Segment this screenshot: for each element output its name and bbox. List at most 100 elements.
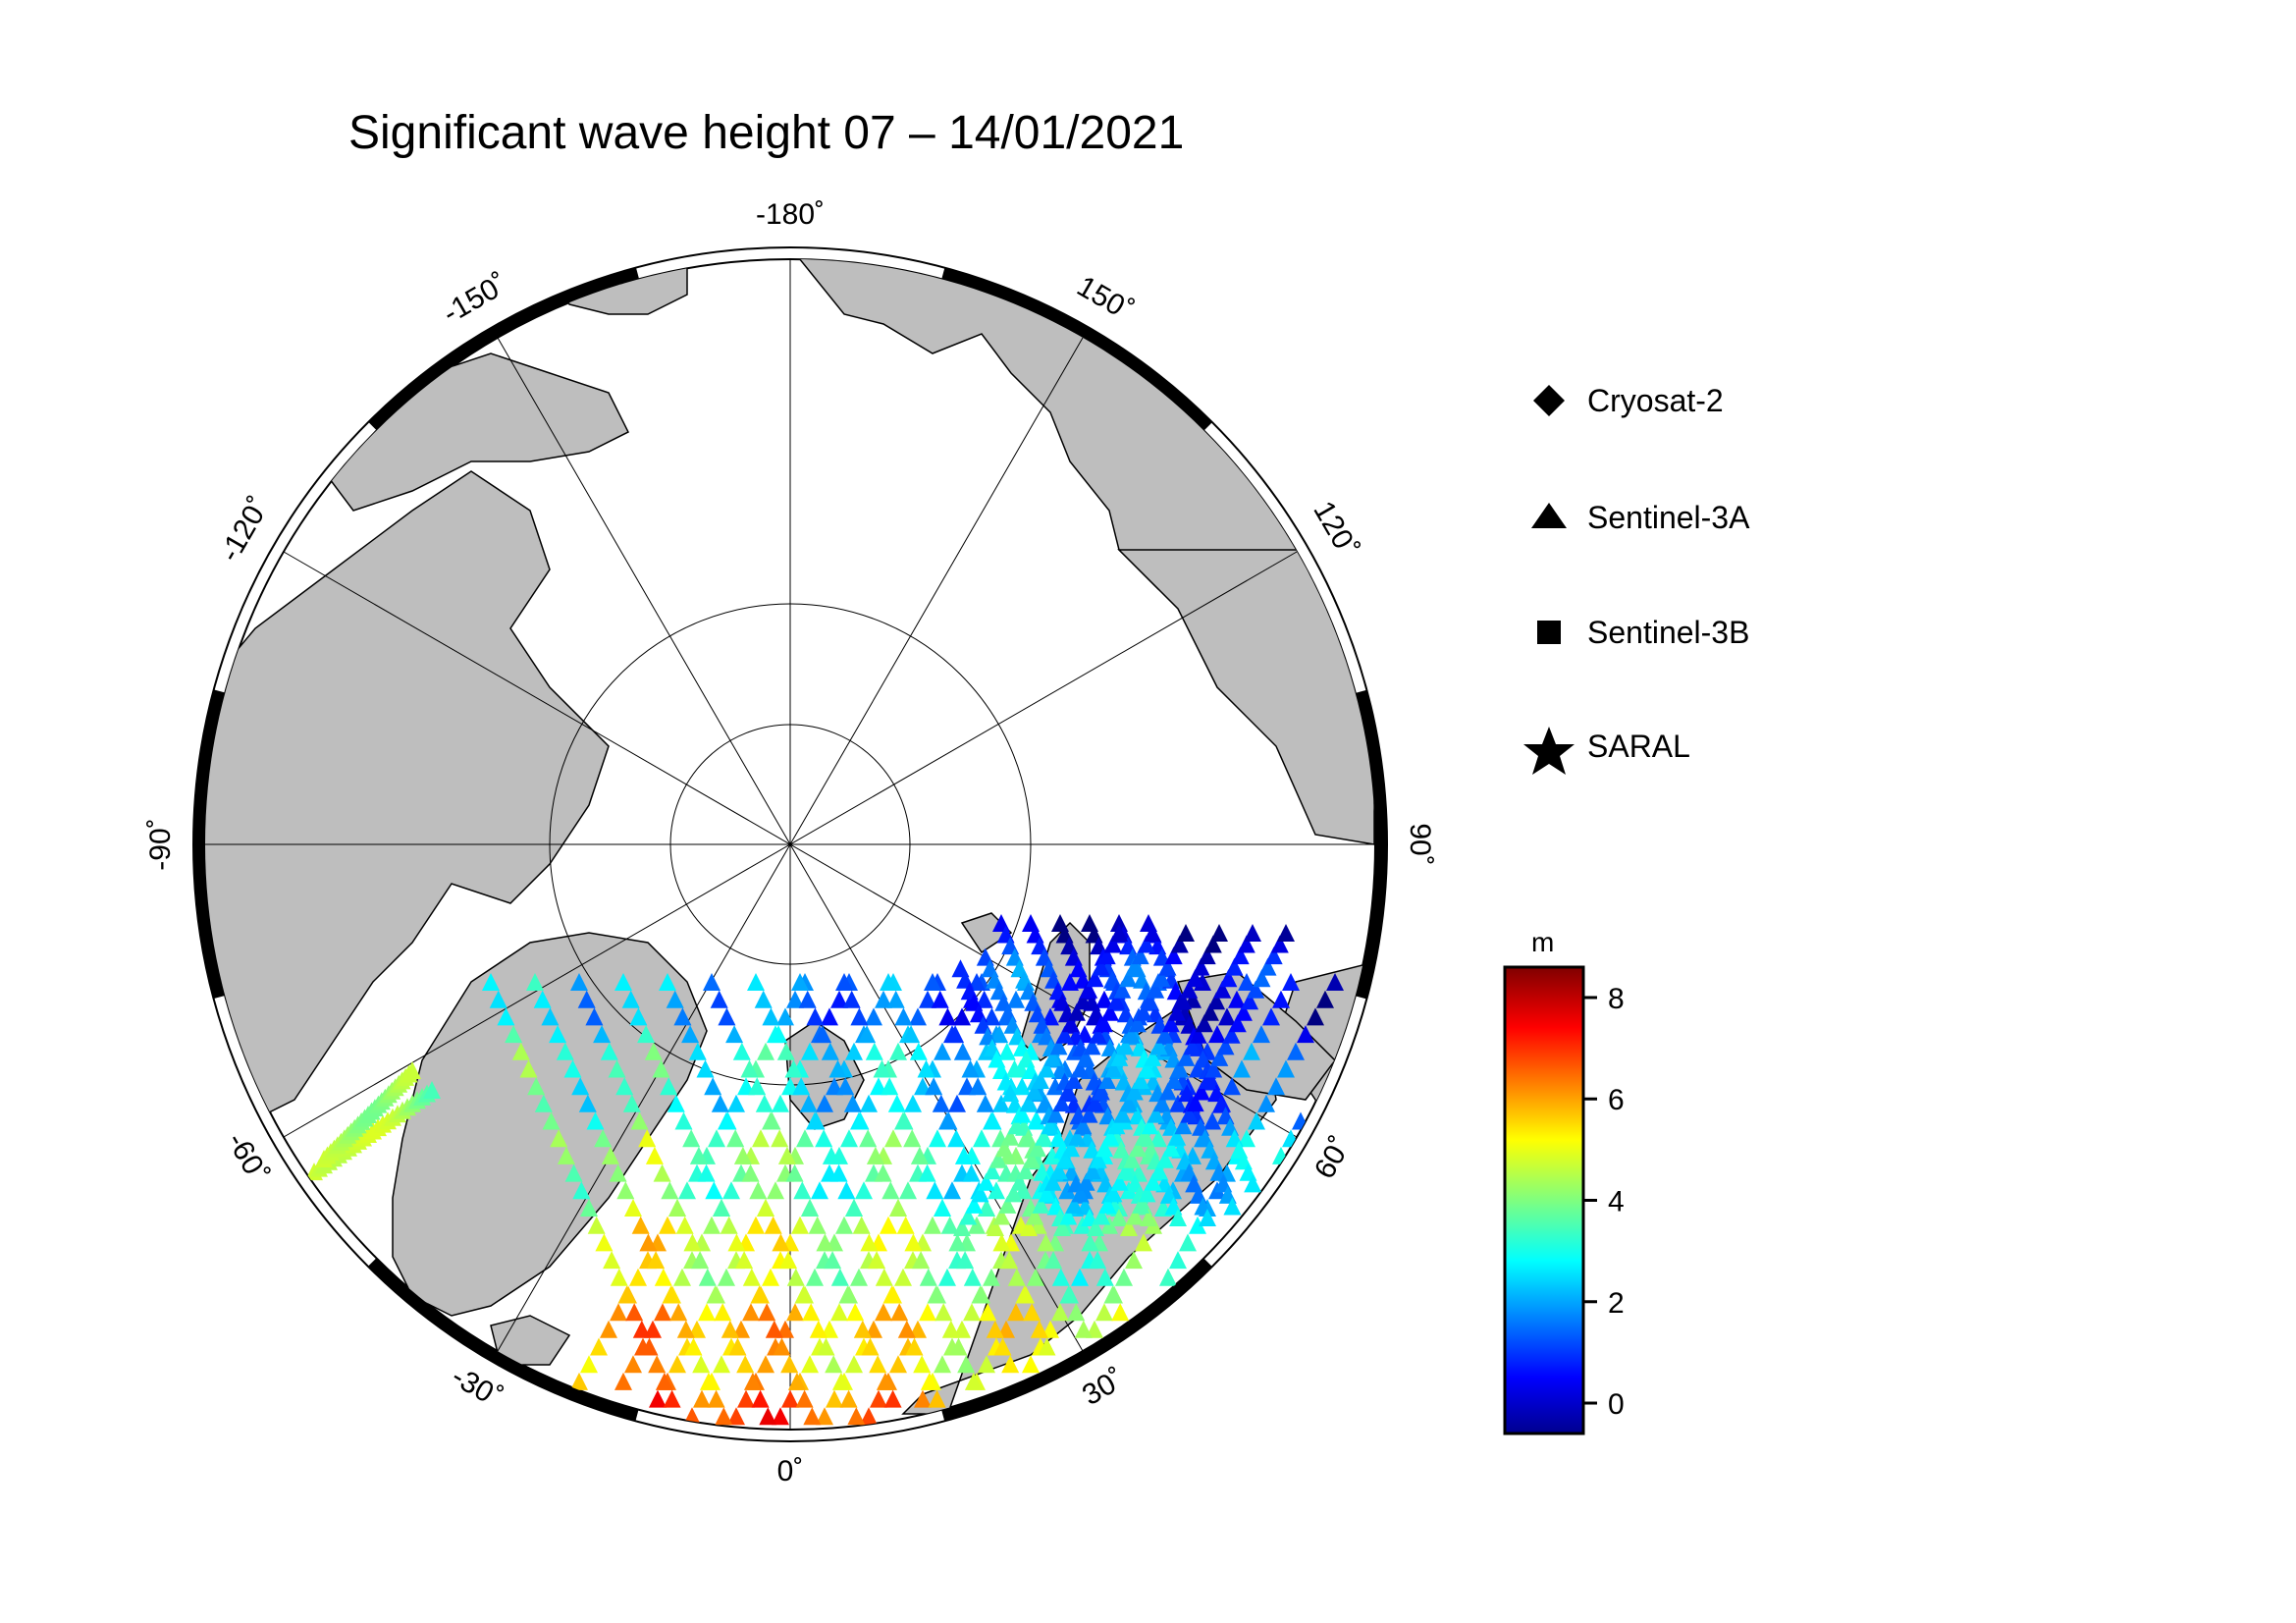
track-marker (1095, 1268, 1114, 1286)
track-marker (953, 1218, 971, 1236)
track-marker (681, 1025, 700, 1044)
track-marker (1186, 1094, 1204, 1112)
track-marker (1234, 1002, 1253, 1021)
track-marker (526, 973, 544, 991)
track-marker (919, 1268, 937, 1286)
track-marker (585, 1007, 604, 1026)
track-marker (799, 1094, 818, 1112)
track-marker (909, 1007, 927, 1026)
track-marker (1237, 935, 1255, 953)
track-marker (762, 1268, 779, 1286)
track-marker (826, 1389, 843, 1408)
track-marker (919, 1303, 936, 1322)
track-marker (861, 1337, 880, 1356)
colorbar-unit: m (1531, 927, 1555, 957)
track-marker (667, 1094, 685, 1112)
track-marker (1115, 1268, 1133, 1286)
track-marker (645, 1146, 664, 1164)
track-marker (684, 1337, 703, 1356)
track-marker (979, 1303, 997, 1322)
track-marker (1061, 1014, 1080, 1033)
track-marker (786, 990, 804, 1008)
track-marker (482, 973, 500, 991)
track-marker (735, 1251, 754, 1270)
track-marker (674, 1111, 693, 1130)
track-marker (1225, 957, 1244, 976)
track-marker (1087, 1218, 1104, 1236)
track-marker (816, 1233, 834, 1252)
track-marker (1204, 1059, 1223, 1078)
track-marker (743, 1372, 762, 1390)
track-marker (786, 1268, 805, 1286)
track-marker (1015, 1285, 1034, 1304)
track-marker (1140, 1209, 1157, 1226)
track-marker (880, 1216, 897, 1234)
track-marker (423, 1081, 441, 1099)
track-marker (992, 1094, 1010, 1112)
track-marker (850, 1007, 869, 1026)
track-marker (675, 1216, 694, 1234)
track-marker (1100, 1002, 1119, 1021)
track-marker (678, 1181, 696, 1200)
colorbar-tick-label: 4 (1608, 1186, 1625, 1218)
track-marker (662, 1285, 680, 1304)
track-marker (784, 1059, 803, 1078)
track-marker (1038, 1337, 1056, 1356)
track-marker (1287, 1042, 1305, 1060)
track-marker (1104, 1059, 1123, 1078)
track-marker (704, 1077, 722, 1096)
track-marker (736, 1355, 755, 1374)
track-marker (828, 1059, 847, 1078)
track-marker (772, 1094, 789, 1112)
track-marker (1107, 1116, 1126, 1135)
track-marker (1074, 1116, 1093, 1135)
track-marker (714, 1303, 732, 1322)
track-marker (808, 1216, 827, 1234)
track-marker (896, 1216, 915, 1234)
track-marker (905, 1337, 924, 1356)
track-marker (1238, 1129, 1255, 1148)
track-marker (1207, 992, 1226, 1010)
track-marker (1189, 1216, 1206, 1234)
track-marker (668, 1355, 686, 1374)
square-icon (1537, 621, 1561, 644)
track-marker (1027, 1268, 1044, 1286)
track-marker (1089, 1251, 1107, 1270)
track-marker (550, 1129, 568, 1148)
track-marker (850, 1268, 868, 1286)
track-marker (971, 1184, 989, 1203)
track-marker (973, 1129, 990, 1148)
track-marker (1059, 1207, 1078, 1225)
track-marker (779, 1251, 798, 1270)
track-marker (839, 1389, 858, 1408)
track-marker (722, 1181, 740, 1200)
track-marker (894, 1007, 913, 1026)
track-marker (961, 1059, 980, 1078)
track-marker (837, 1181, 856, 1200)
track-marker (1080, 1105, 1098, 1123)
track-marker (897, 1320, 916, 1338)
track-marker (1049, 1037, 1068, 1055)
track-marker (752, 1129, 770, 1148)
track-marker (720, 1216, 738, 1234)
track-marker (1077, 1172, 1095, 1191)
track-marker (830, 990, 848, 1008)
track-marker (910, 1146, 929, 1164)
track-marker (1161, 1014, 1180, 1033)
track-marker (727, 1233, 746, 1252)
track-marker (822, 1146, 840, 1164)
track-marker (653, 1163, 671, 1182)
track-marker (614, 973, 632, 991)
track-marker (1149, 1162, 1168, 1180)
track-marker (1055, 1025, 1074, 1044)
track-marker (542, 1111, 561, 1130)
track-marker (563, 1059, 582, 1078)
track-marker (732, 1042, 751, 1060)
track-marker (1277, 1059, 1295, 1078)
track-marker (860, 1094, 878, 1112)
track-marker (691, 1251, 710, 1270)
track-marker (1169, 1209, 1187, 1226)
track-marker (840, 1129, 858, 1148)
track-marker (682, 1129, 701, 1148)
track-marker (749, 1181, 768, 1200)
